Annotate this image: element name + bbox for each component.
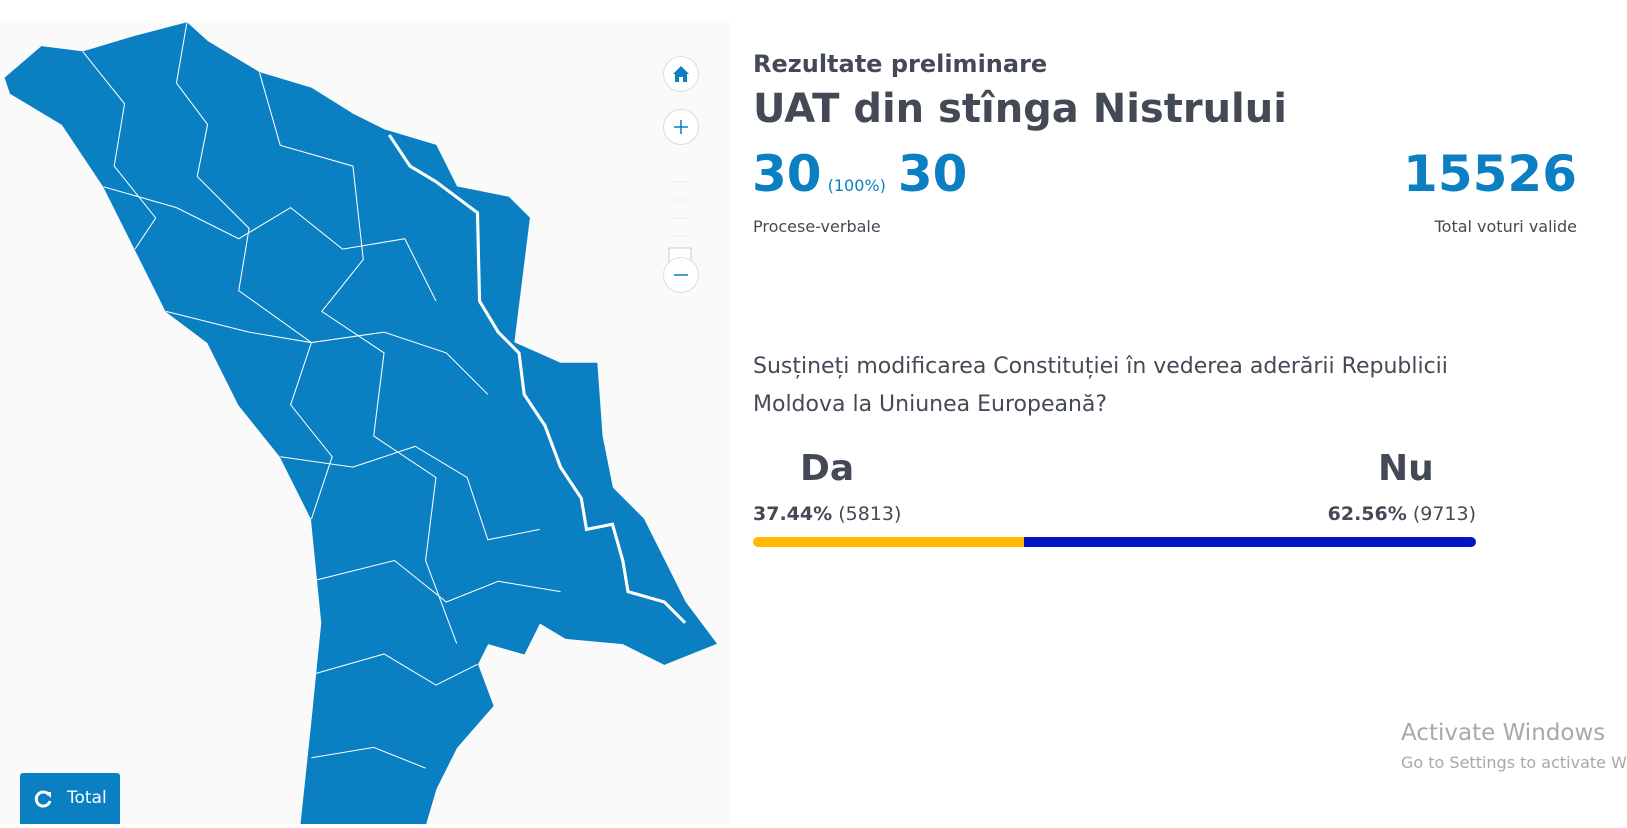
option-share: 62.56% xyxy=(1327,503,1407,525)
map xyxy=(4,22,718,825)
option-name: Da xyxy=(800,448,855,489)
result-bar xyxy=(753,537,1476,547)
subtitle: Rezultate preliminare xyxy=(753,50,1048,78)
refresh-icon xyxy=(34,790,52,808)
option-votes: (9713) xyxy=(1412,503,1476,525)
processed-share: (100%) xyxy=(827,176,886,195)
option-result: 37.44% (5813) xyxy=(753,503,901,525)
question: Susțineți modificarea Constituției în ve… xyxy=(753,354,1448,417)
bar-segment xyxy=(753,537,1024,547)
valid-votes: 15526 xyxy=(1403,145,1577,203)
total-reports: 30 xyxy=(897,145,968,203)
processed-count: 30 xyxy=(752,145,822,203)
minus-icon xyxy=(674,274,688,276)
map-panel[interactable] xyxy=(0,20,730,825)
district-borders xyxy=(82,22,561,769)
map-region[interactable] xyxy=(4,22,718,825)
option-result: 62.56% (9713) xyxy=(1328,503,1476,525)
reports-label: Procese-verbale xyxy=(753,217,881,236)
watermark-title: Activate Windows xyxy=(1401,720,1606,746)
home-icon xyxy=(673,66,689,82)
plus-icon xyxy=(674,120,688,134)
option-votes: (5813) xyxy=(838,503,902,525)
option-share: 37.44% xyxy=(753,503,833,525)
watermark-subtitle: Go to Settings to activate Windows. xyxy=(1401,753,1627,772)
title: UAT din stînga Nistrului xyxy=(753,86,1287,132)
home-button[interactable] xyxy=(663,56,699,92)
processed-row: 30 (100%) 30 xyxy=(752,145,967,203)
valid-votes-label: Total voturi valide xyxy=(1434,217,1577,236)
river xyxy=(387,134,687,624)
bar-segment xyxy=(1023,537,1476,547)
zoom-in-button[interactable] xyxy=(663,109,699,145)
total-button-label: Total xyxy=(67,788,107,808)
zoom-out-button[interactable] xyxy=(663,257,699,293)
option-name: Nu xyxy=(1378,448,1434,489)
total-button[interactable]: Total xyxy=(20,773,120,824)
